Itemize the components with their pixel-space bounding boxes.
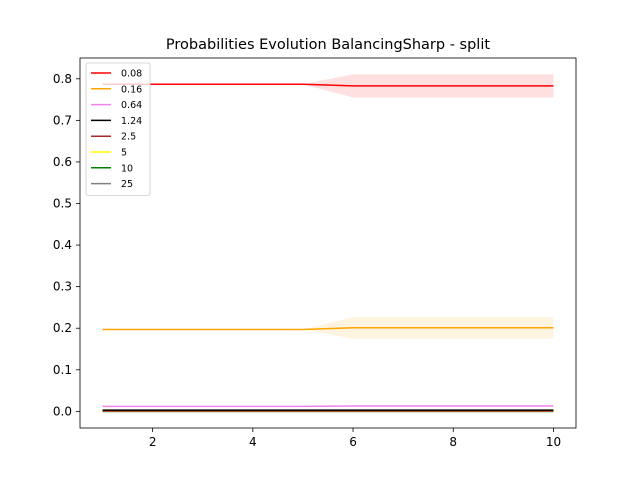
x-tick-label: 2 (149, 435, 157, 449)
legend-label-2: 0.64 (121, 100, 142, 111)
chart-title: Probabilities Evolution BalancingSharp -… (166, 37, 490, 53)
y-tick-label: 0.3 (53, 280, 72, 294)
y-tick-label: 0.5 (53, 197, 72, 211)
y-tick-label: 0.8 (53, 72, 72, 86)
x-tick-label: 10 (546, 435, 561, 449)
y-tick-label: 0.0 (53, 404, 72, 418)
y-tick-label: 0.1 (53, 363, 72, 377)
legend: 0.08 0.16 0.64 1.24 2.5 5 10 25 (86, 63, 150, 195)
x-tick-label: 4 (249, 435, 257, 449)
x-tick-label: 6 (349, 435, 357, 449)
y-tick-label: 0.7 (53, 113, 72, 127)
legend-label-0: 0.08 (121, 69, 142, 80)
legend-label-1: 0.16 (121, 84, 142, 95)
legend-label-6: 10 (121, 163, 133, 174)
y-tick-label: 0.2 (53, 321, 72, 335)
x-tick-label: 8 (449, 435, 457, 449)
y-tick-label: 0.6 (53, 155, 72, 169)
legend-label-3: 1.24 (121, 116, 142, 127)
legend-box (86, 63, 150, 195)
legend-label-4: 2.5 (121, 132, 136, 143)
legend-label-7: 25 (121, 179, 133, 190)
legend-label-5: 5 (121, 148, 127, 159)
y-tick-label: 0.4 (53, 238, 72, 252)
